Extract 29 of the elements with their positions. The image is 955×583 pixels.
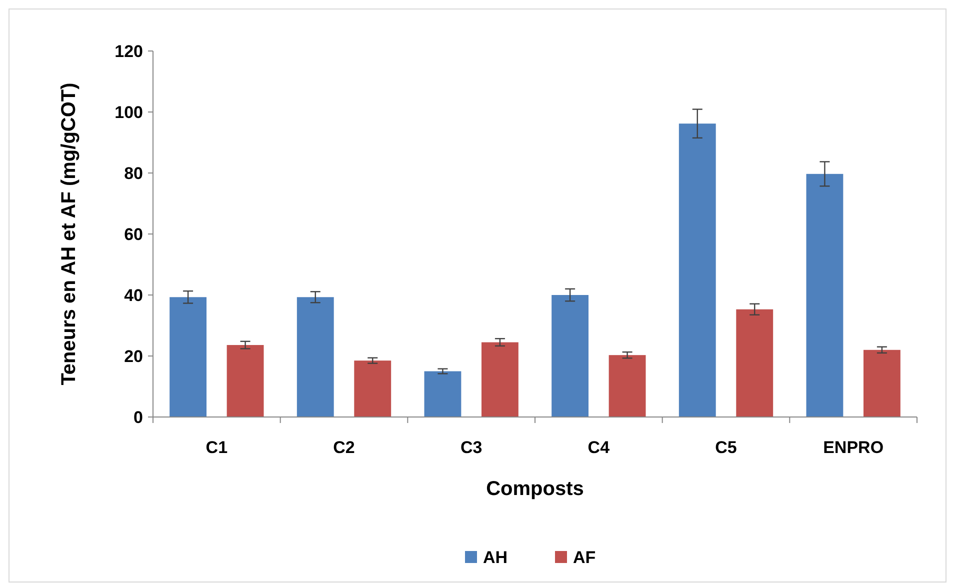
bar [736, 309, 774, 417]
legend-label: AF [573, 548, 596, 567]
x-axis-title: Composts [486, 478, 584, 500]
legend-label: AH [483, 548, 508, 567]
y-tick-label: 20 [124, 346, 143, 366]
x-tick-label: C4 [588, 438, 610, 457]
bar [226, 345, 264, 417]
y-tick-label: 120 [114, 42, 143, 61]
x-tick-label: ENPRO [823, 438, 884, 457]
bar [552, 295, 589, 417]
y-tick-label: 60 [124, 224, 143, 244]
bar [170, 297, 207, 417]
bar [424, 371, 462, 417]
bar [863, 350, 900, 417]
y-tick-label: 80 [124, 164, 143, 183]
bar [608, 355, 646, 417]
x-tick-label: C5 [715, 438, 737, 457]
x-tick-label: C3 [460, 438, 482, 457]
y-tick-label: 100 [114, 102, 143, 122]
y-tick-label: 0 [134, 408, 143, 427]
bar [296, 297, 334, 417]
bar [354, 360, 392, 417]
y-tick-label: 40 [124, 286, 143, 305]
y-axis-title: Teneurs en AH et AF (mg/gCOT) [58, 82, 80, 386]
x-tick-label: C1 [206, 438, 228, 457]
bar [481, 342, 518, 417]
bar [678, 124, 716, 417]
x-tick-label: C2 [333, 438, 355, 457]
bar [806, 174, 844, 417]
